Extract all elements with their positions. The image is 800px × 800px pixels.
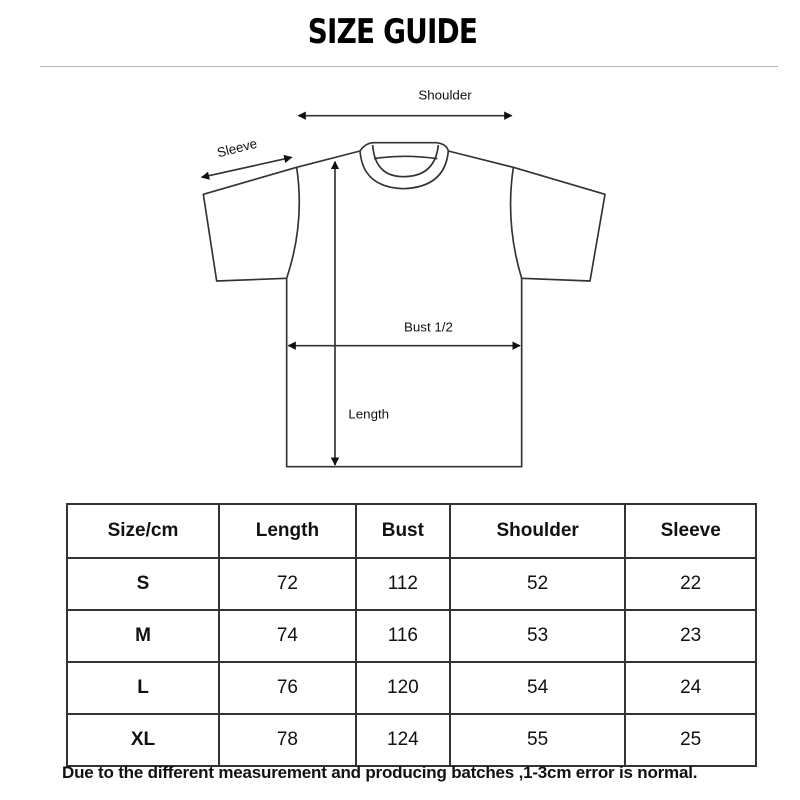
sleeve-cell: 25 — [624, 713, 757, 767]
length-cell: 76 — [217, 661, 357, 715]
tshirt-diagram: Shoulder Sleeve Bust 1/2 Length — [200, 87, 606, 468]
bust-cell: 120 — [354, 661, 451, 715]
header-length: Length — [217, 503, 357, 559]
shoulder-label: Shoulder — [418, 87, 472, 102]
header-bust: Bust — [354, 503, 451, 559]
header-sleeve: Sleeve — [624, 503, 757, 559]
measurement-note: Due to the different measurement and pro… — [62, 763, 698, 782]
bust-cell: 124 — [354, 713, 451, 767]
size-table: Size/cm Length Bust Shoulder Sleeve S 72… — [66, 503, 757, 767]
table-row: XL 78 124 55 25 — [66, 713, 757, 767]
size-cell: XL — [66, 713, 220, 767]
sleeve-cell: 24 — [624, 661, 757, 715]
shoulder-cell: 55 — [448, 713, 627, 767]
bust-cell: 116 — [354, 609, 451, 663]
header-size: Size/cm — [66, 503, 220, 559]
sleeve-cell: 22 — [624, 557, 757, 611]
divider — [40, 66, 778, 67]
table-header-row: Size/cm Length Bust Shoulder Sleeve — [66, 503, 757, 559]
length-cell: 74 — [217, 609, 357, 663]
size-cell: L — [66, 661, 220, 715]
length-cell: 72 — [217, 557, 357, 611]
sleeve-arrow — [200, 154, 293, 180]
bust-cell: 112 — [354, 557, 451, 611]
shoulder-cell: 53 — [448, 609, 627, 663]
length-cell: 78 — [217, 713, 357, 767]
sleeve-cell: 23 — [624, 609, 757, 663]
table-row: S 72 112 52 22 — [66, 557, 757, 611]
table-row: L 76 120 54 24 — [66, 661, 757, 715]
bust-label: Bust 1/2 — [404, 320, 453, 335]
size-cell: M — [66, 609, 220, 663]
shoulder-cell: 52 — [448, 557, 627, 611]
table-row: M 74 116 53 23 — [66, 609, 757, 663]
page-title: SIZE GUIDE — [307, 12, 478, 52]
size-cell: S — [66, 557, 220, 611]
header-shoulder: Shoulder — [448, 503, 627, 559]
shoulder-cell: 54 — [448, 661, 627, 715]
tshirt-outline — [202, 141, 606, 468]
sleeve-label: Sleeve — [215, 136, 258, 160]
length-label: Length — [348, 406, 389, 421]
